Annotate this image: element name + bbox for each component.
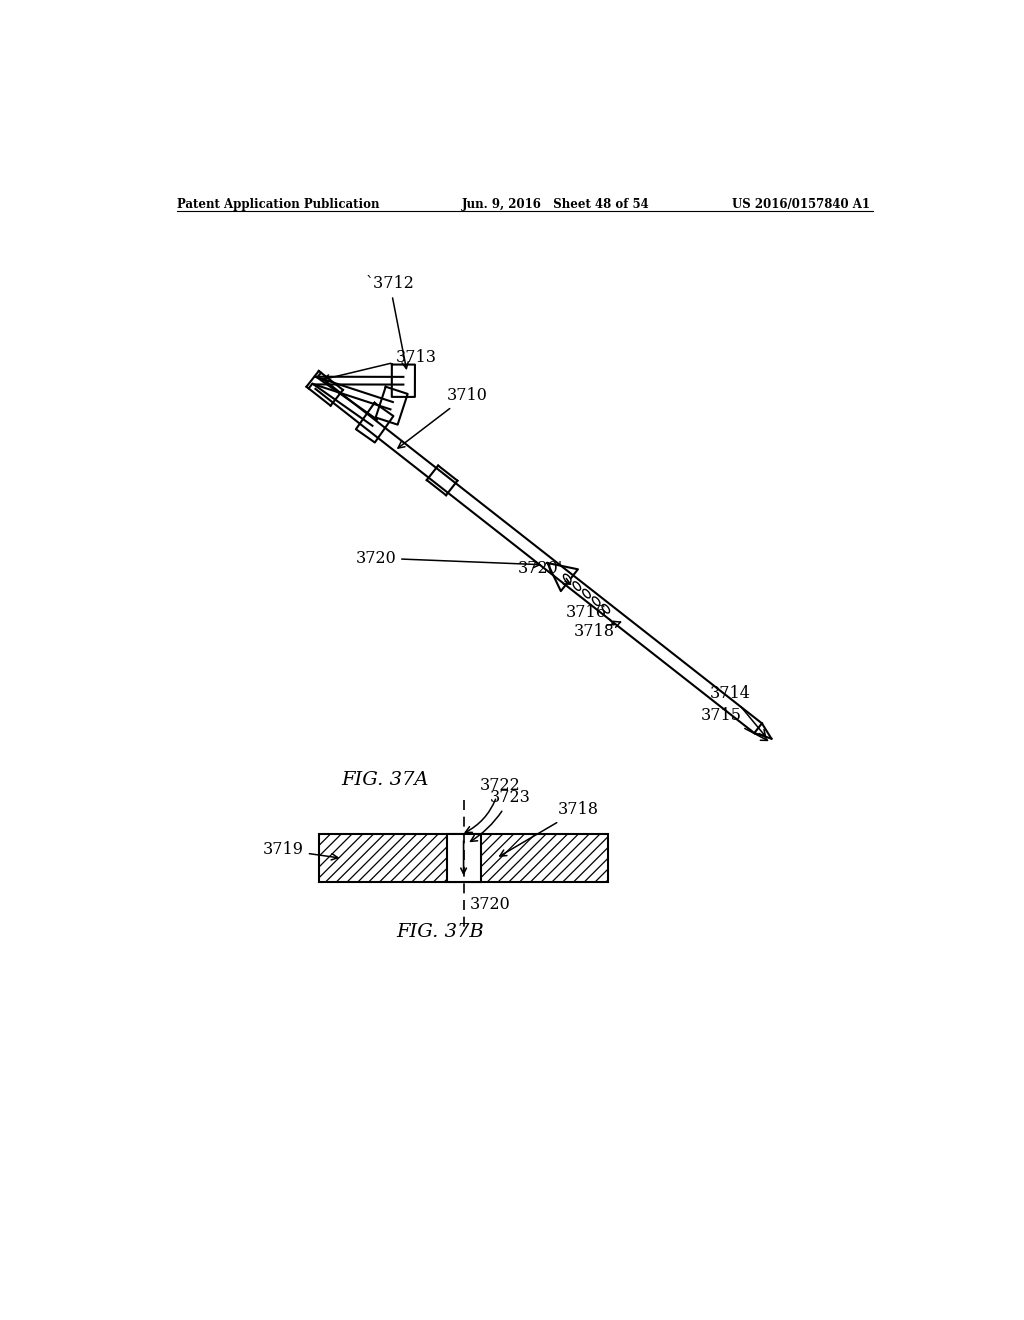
Ellipse shape [583, 589, 590, 598]
Ellipse shape [602, 605, 609, 612]
Text: 3715: 3715 [700, 708, 767, 741]
Text: 3720': 3720' [518, 560, 570, 585]
Text: `3712: `3712 [366, 276, 415, 368]
Bar [319, 834, 608, 882]
Text: 3714: 3714 [710, 685, 766, 737]
Text: US 2016/0157840 A1: US 2016/0157840 A1 [732, 198, 869, 211]
Text: FIG. 37B: FIG. 37B [396, 923, 484, 941]
Text: 3719: 3719 [263, 841, 338, 859]
Text: Patent Application Publication: Patent Application Publication [177, 198, 379, 211]
Text: 3716: 3716 [565, 605, 614, 626]
Text: 3718: 3718 [500, 801, 599, 857]
Text: FIG. 37A: FIG. 37A [341, 771, 428, 789]
Text: 3713: 3713 [323, 348, 437, 381]
Ellipse shape [593, 597, 600, 606]
Text: 3720: 3720 [355, 549, 540, 568]
Text: Jun. 9, 2016   Sheet 48 of 54: Jun. 9, 2016 Sheet 48 of 54 [462, 198, 649, 211]
Ellipse shape [563, 574, 571, 582]
Text: 3723: 3723 [470, 789, 530, 841]
Bar [446, 834, 480, 882]
Ellipse shape [573, 582, 581, 590]
Text: 3710: 3710 [398, 387, 487, 447]
Text: 3720: 3720 [470, 896, 511, 913]
Text: 3722: 3722 [465, 776, 520, 833]
Text: 3718: 3718 [573, 622, 621, 640]
